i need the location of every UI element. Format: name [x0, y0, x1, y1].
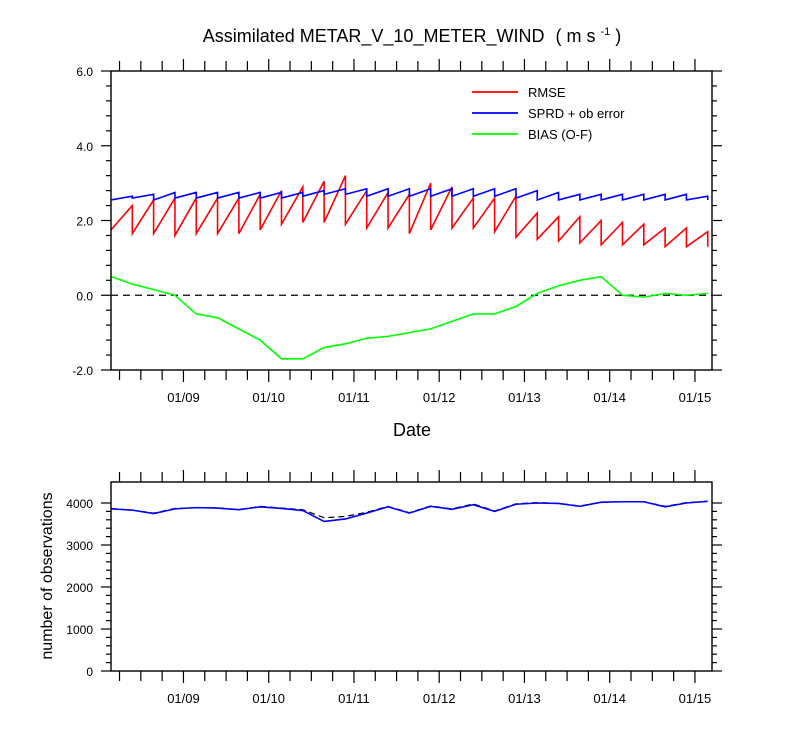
x-tick-label: 01/11	[338, 691, 370, 706]
top-legend: RMSE SPRD + ob error BIAS (O-F)	[472, 85, 625, 142]
y-tick-label: 2000	[66, 581, 93, 595]
x-tick-label: 01/12	[423, 390, 456, 405]
y-tick-label: -2.0	[72, 364, 93, 378]
bottom-plot-frame	[110, 481, 713, 672]
bottom-y-axis-label: number of observations	[39, 492, 56, 659]
x-tick-label: 01/15	[679, 691, 712, 706]
top-chart-title: Assimilated METAR_V_10_METER_WIND ( m s …	[203, 19, 622, 47]
x-tick-label: 01/12	[423, 691, 456, 706]
x-tick-label: 01/15	[679, 390, 712, 405]
legend-label-sprd: SPRD + ob error	[528, 106, 625, 121]
top-chart: Assimilated METAR_V_10_METER_WIND ( m s …	[72, 19, 722, 440]
x-tick-label: 01/14	[593, 691, 626, 706]
legend-label-rmse: RMSE	[528, 85, 566, 100]
title-units-exponent: -1	[601, 26, 611, 38]
series-line-obs-possible	[110, 500, 708, 519]
y-tick-label: 1000	[66, 623, 93, 637]
y-tick-label: 0	[86, 665, 93, 679]
y-tick-label: 6.0	[76, 65, 93, 79]
title-units-close: )	[615, 26, 621, 46]
y-tick-label: 2.0	[76, 215, 93, 229]
top-series	[110, 175, 712, 360]
bottom-chart: 01/09 01/10 01/11 01/12 01/13 01/14 01/15 0 1000…	[39, 470, 722, 706]
top-x-axis-label: Date	[393, 420, 431, 440]
bottom-axes: 01/09 01/10 01/11 01/12 01/13 01/14 01/15 0 1000…	[66, 470, 722, 706]
top-plot-frame	[110, 70, 713, 371]
y-tick-label: 4.0	[76, 140, 93, 154]
x-tick-label: 01/09	[167, 390, 200, 405]
y-tick-label: 4000	[66, 497, 93, 511]
x-tick-label: 01/10	[252, 691, 285, 706]
x-tick-label: 01/13	[508, 390, 541, 405]
series-line-bias	[110, 275, 708, 360]
x-tick-label: 01/09	[167, 691, 200, 706]
legend-label-bias: BIAS (O-F)	[528, 127, 592, 142]
bottom-series	[110, 500, 708, 523]
series-line-sprd	[110, 187, 709, 202]
series-line-obs-used	[110, 500, 708, 523]
top-axes: 01/09 01/10 01/11 01/12 01/13 01/14 01/15 -2.0 0…	[72, 59, 722, 405]
x-tick-label: 01/11	[338, 390, 370, 405]
series-line-rmse	[110, 175, 709, 249]
title-units: ( m s	[555, 26, 595, 46]
y-tick-label: 0.0	[76, 289, 93, 303]
title-main: Assimilated METAR_V_10_METER_WIND	[203, 26, 545, 47]
y-tick-label: 3000	[66, 539, 93, 553]
x-tick-label: 01/14	[593, 390, 626, 405]
x-tick-label: 01/13	[508, 691, 541, 706]
x-tick-label: 01/10	[252, 390, 285, 405]
